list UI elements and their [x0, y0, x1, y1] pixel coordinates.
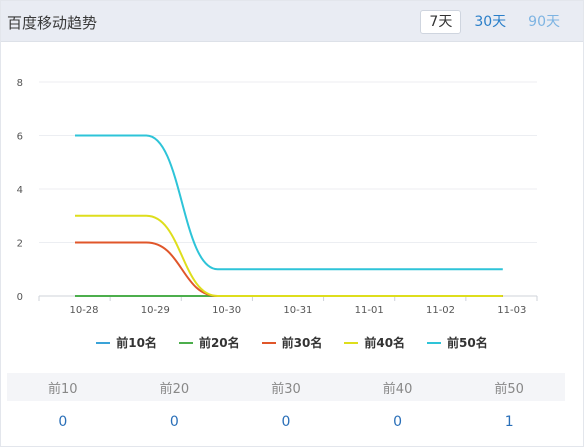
tab-30-days[interactable]: 30天 — [474, 14, 507, 30]
legend-swatch — [427, 341, 442, 344]
legend-swatch — [178, 341, 193, 344]
panel-header: 百度移动趋势 7天 30天 90天 — [1, 1, 583, 42]
series-line-5 — [74, 134, 503, 271]
legend-label: 前40名 — [364, 336, 406, 350]
stats-header-cell: 前20 — [159, 381, 190, 397]
legend-label: 前30名 — [281, 336, 323, 350]
stats-value-cell: 1 — [504, 414, 514, 430]
x-tick-label: 11-02 — [426, 305, 455, 316]
x-tick-label: 11-03 — [497, 305, 526, 316]
stats-value-cell: 0 — [58, 414, 68, 430]
stats-header-cell: 前40 — [382, 381, 413, 397]
legend-swatch — [344, 341, 359, 344]
tab-90-days[interactable]: 90天 — [528, 14, 560, 30]
tab-7-days[interactable]: 7天 — [420, 10, 462, 34]
x-tick-label: 10-28 — [69, 305, 98, 316]
stats-table: 前10 前20 前30 前40 前50 0 0 0 0 1 — [7, 373, 565, 433]
legend-label: 前10名 — [116, 336, 157, 350]
legend-item-4[interactable]: 前40名 — [344, 334, 405, 351]
x-tick-label: 10-31 — [283, 305, 312, 316]
stats-header-cell: 前10 — [48, 381, 78, 397]
x-tick-label: 11-01 — [355, 305, 384, 316]
stats-header-row: 前10 前20 前30 前40 前50 — [7, 373, 565, 401]
stats-header-cell: 前50 — [494, 381, 524, 397]
legend-swatch — [96, 341, 111, 344]
series-line-4 — [75, 214, 503, 297]
x-tick-label: 10-30 — [212, 305, 241, 316]
y-tick-label: 4 — [17, 185, 23, 196]
y-tick-label: 0 — [17, 292, 23, 303]
legend-item-3[interactable]: 前30名 — [261, 334, 323, 351]
legend-item-5[interactable]: 前50名 — [427, 334, 488, 351]
legend-label: 前50名 — [447, 336, 488, 350]
panel-title: 百度移动趋势 — [7, 14, 98, 32]
stats-value-cell: 0 — [393, 414, 403, 430]
y-tick-label: 2 — [17, 239, 23, 250]
stats-value-cell: 0 — [169, 414, 179, 430]
trend-line-chart: 0 2 4 6 8 10-28 10-29 10-30 10-31 11-01 11-02 11-03 — [17, 78, 538, 316]
legend-swatch — [261, 341, 276, 344]
stats-value-row: 0 0 0 0 1 — [7, 401, 565, 433]
range-tabs: 7天 30天 90天 — [420, 10, 569, 34]
x-tick-label: 10-29 — [141, 305, 170, 316]
stats-header-cell: 前30 — [271, 381, 301, 397]
chart-legend: 前10名 前20名 前30名 前40名 前50名 — [1, 334, 583, 351]
stats-value-cell: 0 — [281, 414, 291, 430]
y-tick-label: 8 — [17, 78, 23, 89]
legend-item-1[interactable]: 前10名 — [96, 334, 157, 351]
legend-label: 前20名 — [198, 336, 240, 350]
legend-item-2[interactable]: 前20名 — [178, 334, 240, 351]
y-tick-label: 6 — [17, 132, 23, 143]
